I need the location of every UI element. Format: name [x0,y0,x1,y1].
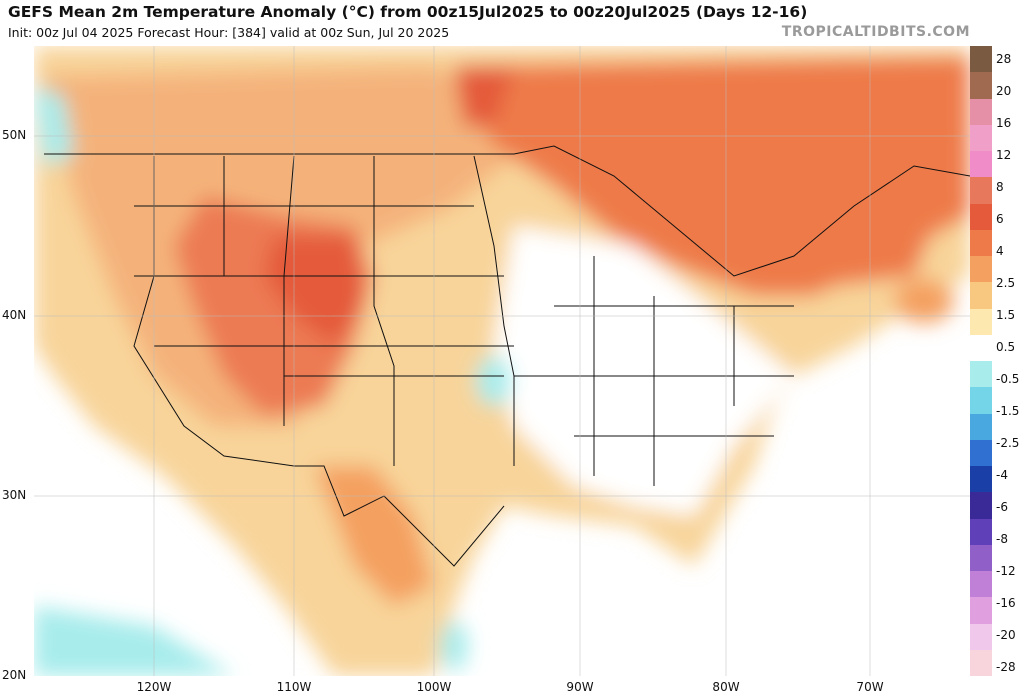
lat-label-20n: 20N [2,668,27,682]
watermark: TROPICALTIDBITS.COM [781,24,970,40]
lon-label-90w: 90W [566,680,594,694]
lon-label-120w: 120W [136,680,172,694]
colorbar-segment [970,623,992,650]
chart-title: GEFS Mean 2m Temperature Anomaly (°C) fr… [8,3,808,21]
colorbar-label: 1.5 [996,307,1016,322]
map-svg [34,46,970,676]
colorbar-segment [970,177,992,204]
colorbar-label: -28 [996,659,1016,674]
colorbar-segment [970,334,992,361]
colorbar-label: 2.5 [996,275,1016,290]
colorbar [970,46,992,676]
lat-label-40n: 40N [2,308,27,322]
lon-label-100w: 100W [416,680,452,694]
colorbar-segment [970,361,992,388]
colorbar-segment [970,72,992,99]
colorbar-label: -0.5 [996,371,1020,386]
anomaly-field [34,46,970,676]
colorbar-segment [970,518,992,545]
anomaly-map [34,46,970,676]
lat-label-30n: 30N [2,488,27,502]
colorbar-segment [970,308,992,335]
colorbar-label: 4 [996,243,1004,258]
colorbar-segment [970,151,992,178]
colorbar-label: -8 [996,531,1008,546]
colorbar-label: -1.5 [996,403,1020,418]
lon-label-70w: 70W [856,680,884,694]
graticule [34,46,970,676]
borders [44,145,970,567]
colorbar-label: -2.5 [996,435,1020,450]
colorbar-segment [970,413,992,440]
colorbar-label: 20 [996,83,1012,98]
colorbar-label: 0.5 [996,339,1016,354]
colorbar-segment [970,387,992,414]
colorbar-segment [970,203,992,230]
lon-label-80w: 80W [712,680,740,694]
colorbar-label: -6 [996,499,1008,514]
chart-subtitle: Init: 00z Jul 04 2025 Forecast Hour: [38… [8,25,450,40]
colorbar-label: -20 [996,627,1016,642]
colorbar-segment [970,544,992,571]
colorbar-label: 6 [996,211,1004,226]
colorbar-segment [970,229,992,256]
colorbar-label: -12 [996,563,1016,578]
colorbar-label: 16 [996,115,1012,130]
colorbar-label: 8 [996,179,1004,194]
lon-label-110w: 110W [276,680,312,694]
colorbar-segment [970,466,992,493]
colorbar-segment [970,571,992,598]
colorbar-segment [970,439,992,466]
colorbar-label: 28 [996,51,1012,66]
colorbar-label: 12 [996,147,1012,162]
colorbar-segment [970,649,992,676]
colorbar-segment [970,98,992,125]
colorbar-segment [970,46,992,73]
colorbar-segment [970,124,992,151]
colorbar-label: -16 [996,595,1016,610]
lat-label-50n: 50N [2,128,27,142]
colorbar-segment [970,597,992,624]
colorbar-label: -4 [996,467,1008,482]
colorbar-segment [970,492,992,519]
colorbar-segment [970,256,992,283]
colorbar-segment [970,282,992,309]
